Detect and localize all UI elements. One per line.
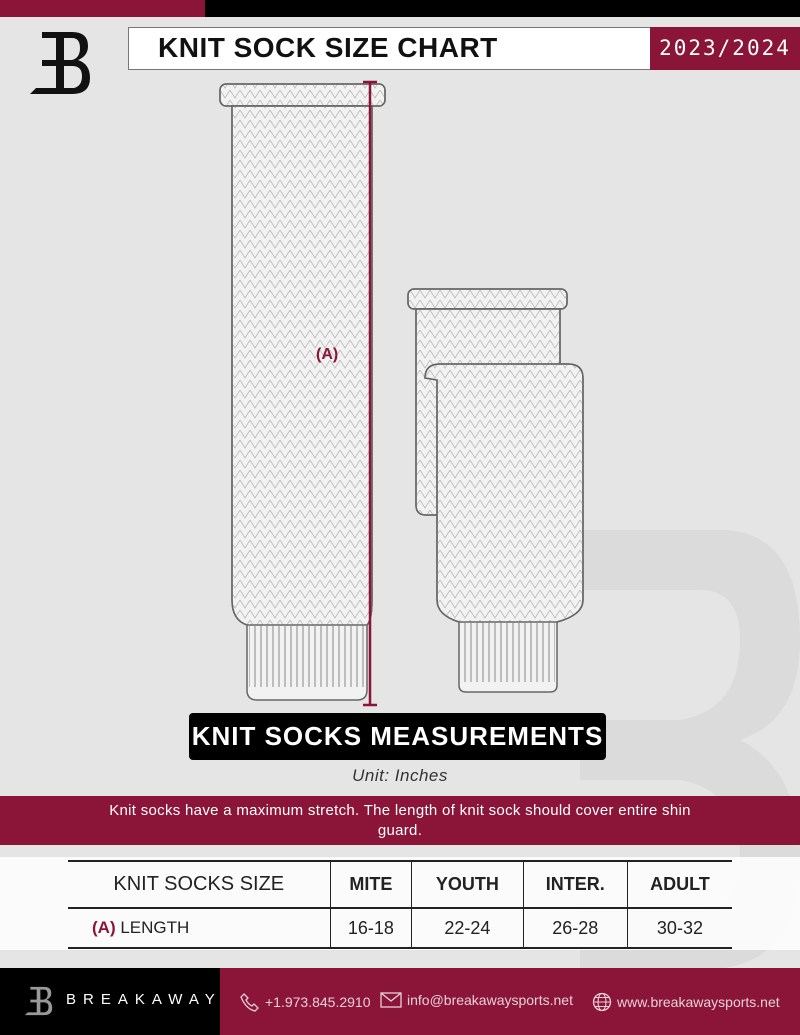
- email-text: info@breakawaysports.net: [407, 992, 573, 1008]
- header-mite: MITE: [329, 861, 412, 908]
- watermark-logo: [520, 530, 800, 970]
- row-label: (A) LENGTH: [68, 908, 330, 948]
- phone-text: +1.973.845.2910: [265, 994, 371, 1010]
- row-label-text: LENGTH: [120, 918, 190, 937]
- table-row: (A) LENGTH 16-18 22-24 26-28 30-32: [68, 908, 732, 948]
- length-measure-line: [363, 80, 377, 707]
- footer-phone[interactable]: +1.973.845.2910: [240, 992, 371, 1012]
- header-youth: YOUTH: [411, 861, 524, 908]
- cell-inter: 26-28: [522, 908, 628, 948]
- top-bar: [205, 0, 800, 17]
- footer-brand: BREAKAWAY: [66, 991, 222, 1008]
- cell-youth: 22-24: [411, 908, 524, 948]
- globe-icon: [592, 992, 612, 1012]
- page-title: KNIT SOCK SIZE CHART: [158, 32, 498, 63]
- title-box: [128, 27, 650, 70]
- header-size: KNIT SOCKS SIZE: [113, 873, 285, 895]
- footer-email[interactable]: info@breakawaysports.net: [380, 992, 573, 1008]
- footer-logo: [24, 986, 53, 1016]
- table-header-row: KNIT SOCKS SIZE MITE YOUTH INTER. ADULT: [68, 861, 732, 908]
- header-adult: ADULT: [626, 861, 732, 908]
- measurements-banner: KNIT SOCKS MEASUREMENTS: [189, 713, 606, 760]
- row-marker: (A): [92, 918, 116, 937]
- stretch-note: Knit socks have a maximum stretch. The l…: [0, 796, 800, 845]
- breakaway-logo: [30, 32, 90, 94]
- season-badge: 2023/2024: [650, 27, 800, 70]
- cell-adult: 30-32: [626, 908, 732, 948]
- unit-label: Unit: Inches: [352, 766, 448, 785]
- phone-icon: [240, 993, 259, 1012]
- footer-website[interactable]: www.breakawaysports.net: [592, 992, 780, 1012]
- footer-contact-area: [220, 968, 800, 1035]
- mail-icon: [380, 992, 402, 1008]
- tall-sock: [219, 83, 386, 701]
- size-table: KNIT SOCKS SIZE MITE YOUTH INTER. ADULT …: [68, 860, 732, 949]
- measure-label: (A): [316, 346, 338, 363]
- cell-mite: 16-18: [329, 908, 412, 948]
- header-inter: INTER.: [522, 861, 628, 908]
- website-text: www.breakawaysports.net: [617, 994, 780, 1010]
- front-short-sock: [424, 363, 584, 693]
- top-bar-accent: [0, 0, 205, 17]
- sock-diagram: (A): [219, 80, 584, 707]
